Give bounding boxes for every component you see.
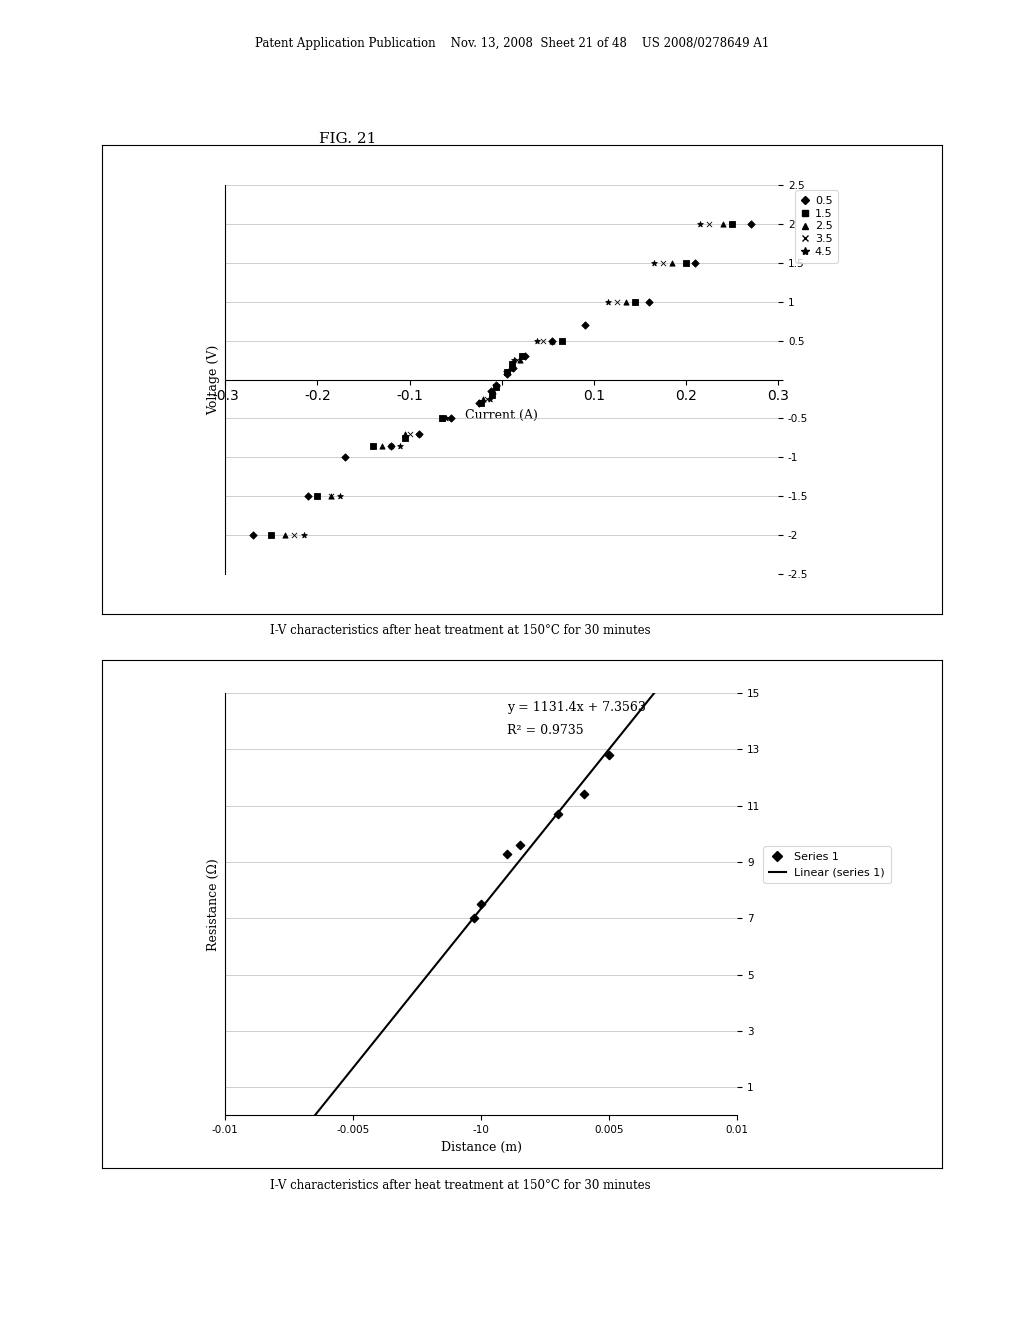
3.5 xyxy=(500,362,516,383)
Text: R² = 0.9735: R² = 0.9735 xyxy=(507,723,584,737)
X-axis label: Current (A): Current (A) xyxy=(465,409,539,422)
2.5 xyxy=(664,252,680,273)
Series 1 xyxy=(499,843,515,865)
4.5 xyxy=(481,388,498,409)
3.5 xyxy=(535,330,551,351)
0.5 xyxy=(482,380,499,401)
1.5 xyxy=(504,354,520,375)
Series 1 xyxy=(550,804,566,825)
3.5 xyxy=(479,388,496,409)
1.5 xyxy=(514,346,530,367)
Text: I-V characteristics after heat treatment at 150°C for 30 minutes: I-V characteristics after heat treatment… xyxy=(270,1179,651,1192)
1.5 xyxy=(499,362,515,383)
1.5 xyxy=(724,214,740,235)
0.5 xyxy=(442,408,459,429)
2.5 xyxy=(512,350,528,371)
1.5 xyxy=(473,392,489,413)
2.5 xyxy=(618,292,635,313)
Series 1 xyxy=(601,744,617,766)
Series 1 xyxy=(511,834,528,855)
0.5 xyxy=(516,346,532,367)
0.5 xyxy=(488,375,505,396)
Text: FIG. 21: FIG. 21 xyxy=(319,132,377,147)
4.5 xyxy=(506,350,522,371)
1.5 xyxy=(263,525,280,546)
4.5 xyxy=(438,408,455,429)
4.5 xyxy=(528,330,545,351)
Text: I-V characteristics after heat treatment at 150°C for 30 minutes: I-V characteristics after heat treatment… xyxy=(270,624,651,638)
3.5 xyxy=(324,486,340,507)
0.5 xyxy=(383,436,399,457)
4.5 xyxy=(692,214,709,235)
0.5 xyxy=(499,363,515,384)
1.5 xyxy=(483,384,500,405)
0.5 xyxy=(337,446,353,469)
3.5 xyxy=(655,252,672,273)
Y-axis label: Resistance (Ω): Resistance (Ω) xyxy=(207,858,220,950)
X-axis label: Distance (m): Distance (m) xyxy=(440,1140,522,1154)
Y-axis label: Voltage (V): Voltage (V) xyxy=(207,345,220,414)
2.5 xyxy=(324,486,340,507)
2.5 xyxy=(396,424,413,445)
1.5 xyxy=(396,428,413,449)
0.5 xyxy=(641,292,657,313)
3.5 xyxy=(700,214,717,235)
Series 1 xyxy=(465,908,481,929)
2.5 xyxy=(545,330,561,351)
1.5 xyxy=(488,376,505,397)
0.5 xyxy=(577,314,593,335)
2.5 xyxy=(502,358,518,379)
0.5 xyxy=(687,252,703,273)
1.5 xyxy=(553,330,569,351)
2.5 xyxy=(276,525,293,546)
0.5 xyxy=(411,424,427,445)
1.5 xyxy=(678,252,694,273)
4.5 xyxy=(646,252,663,273)
3.5 xyxy=(608,292,625,313)
3.5 xyxy=(401,424,418,445)
4.5 xyxy=(392,436,409,457)
0.5 xyxy=(245,525,261,546)
2.5 xyxy=(485,380,502,401)
4.5 xyxy=(498,362,514,383)
1.5 xyxy=(627,292,644,313)
0.5 xyxy=(545,330,561,351)
Legend: 0.5, 1.5, 2.5, 3.5, 4.5: 0.5, 1.5, 2.5, 3.5, 4.5 xyxy=(795,190,839,263)
3.5 xyxy=(434,408,451,429)
3.5 xyxy=(383,436,399,457)
Legend: Series 1, Linear (series 1): Series 1, Linear (series 1) xyxy=(763,846,891,883)
Series 1 xyxy=(575,784,592,805)
2.5 xyxy=(475,388,492,409)
2.5 xyxy=(374,436,390,457)
Series 1 xyxy=(473,894,489,915)
0.5 xyxy=(742,214,759,235)
2.5 xyxy=(715,214,731,235)
0.5 xyxy=(300,486,316,507)
1.5 xyxy=(365,436,381,457)
4.5 xyxy=(411,424,427,445)
1.5 xyxy=(309,486,326,507)
1.5 xyxy=(434,408,451,429)
3.5 xyxy=(286,525,303,546)
0.5 xyxy=(505,358,521,379)
3.5 xyxy=(487,376,504,397)
0.5 xyxy=(470,392,487,413)
3.5 xyxy=(508,350,524,371)
2.5 xyxy=(434,408,451,429)
4.5 xyxy=(489,376,506,397)
4.5 xyxy=(332,486,348,507)
Text: y = 1131.4x + 7.3563: y = 1131.4x + 7.3563 xyxy=(507,701,646,714)
4.5 xyxy=(295,525,311,546)
Text: Patent Application Publication    Nov. 13, 2008  Sheet 21 of 48    US 2008/02786: Patent Application Publication Nov. 13, … xyxy=(255,37,769,50)
4.5 xyxy=(600,292,616,313)
